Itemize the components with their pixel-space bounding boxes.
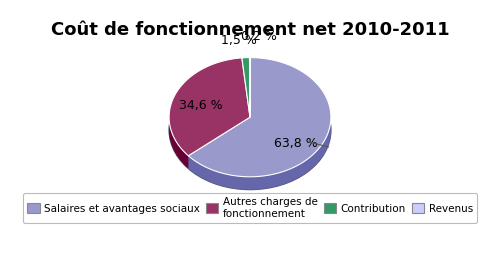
Polygon shape (188, 58, 331, 177)
Text: 34,6 %: 34,6 % (178, 99, 222, 112)
Legend: Salaires et avantages sociaux, Autres charges de
fonctionnement, Contribution, R: Salaires et avantages sociaux, Autres ch… (23, 193, 477, 223)
Polygon shape (188, 118, 331, 190)
Text: 1,5 %: 1,5 % (220, 34, 256, 47)
Polygon shape (242, 58, 250, 117)
Polygon shape (169, 117, 188, 169)
Text: Coût de fonctionnement net 2010-2011: Coût de fonctionnement net 2010-2011 (50, 21, 450, 39)
Text: 63,8 %: 63,8 % (274, 137, 318, 150)
Text: 0,2 %: 0,2 % (240, 30, 276, 43)
Ellipse shape (169, 70, 331, 190)
Polygon shape (169, 58, 250, 156)
